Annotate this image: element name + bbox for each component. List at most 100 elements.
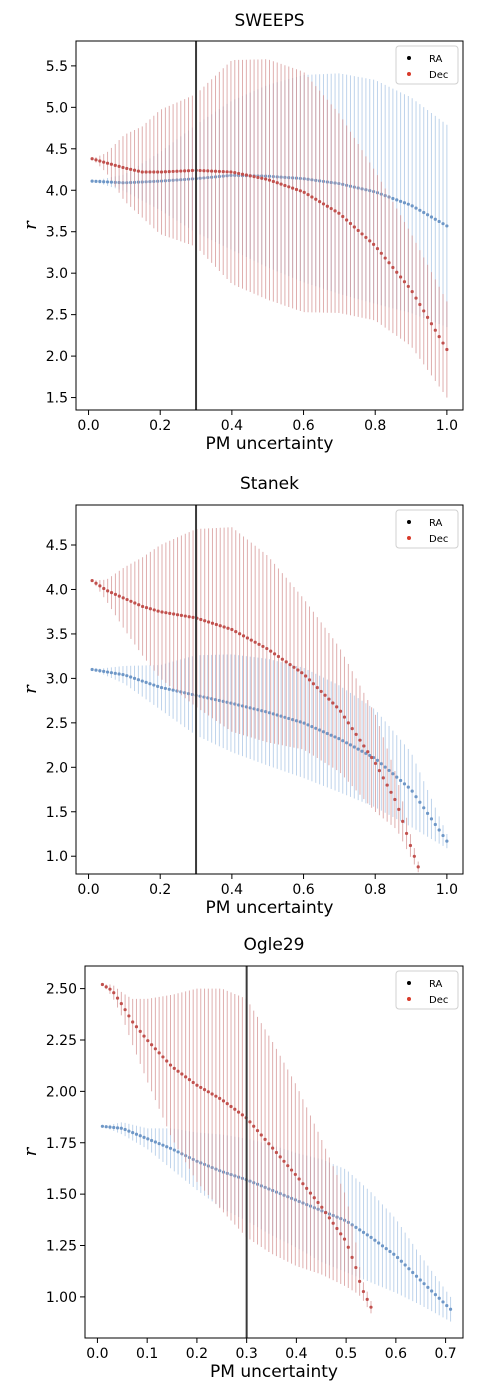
data-point <box>90 157 94 161</box>
data-point <box>148 682 152 686</box>
data-point <box>105 670 110 674</box>
data-point <box>146 1039 150 1043</box>
data-point <box>167 169 171 174</box>
data-point <box>306 723 310 727</box>
series-ra <box>90 654 449 849</box>
y-tick-label: 2.5 <box>46 716 68 732</box>
data-point <box>133 601 137 605</box>
data-point <box>233 1107 237 1111</box>
data-point <box>261 644 265 649</box>
data-point <box>422 210 426 215</box>
data-point <box>368 239 372 243</box>
data-point <box>289 1168 294 1172</box>
data-point <box>335 1226 339 1231</box>
data-point <box>377 769 381 773</box>
data-point <box>248 174 252 178</box>
data-point <box>425 213 430 217</box>
data-point <box>365 1233 369 1237</box>
data-point <box>252 1124 256 1128</box>
data-point <box>422 309 426 313</box>
data-point <box>422 1282 426 1286</box>
data-point <box>153 1047 157 1051</box>
data-point <box>168 1146 173 1150</box>
data-point <box>337 211 341 215</box>
data-point <box>90 578 94 583</box>
x-tick-label: 0.2 <box>149 882 171 898</box>
data-point <box>381 776 385 780</box>
y-tick-label: 1.00 <box>46 1290 77 1306</box>
data-point <box>406 202 410 206</box>
data-point <box>157 1051 161 1055</box>
data-point <box>331 701 335 705</box>
data-point <box>199 1085 203 1090</box>
y-axis-label: r <box>20 220 41 230</box>
data-point <box>348 743 353 747</box>
data-point <box>106 589 110 593</box>
data-point <box>168 1063 173 1067</box>
data-point <box>117 672 121 676</box>
data-point <box>175 613 180 617</box>
data-point <box>399 199 403 203</box>
data-point <box>315 685 319 690</box>
plot-frame <box>75 504 464 875</box>
data-point <box>365 1297 369 1301</box>
data-point <box>102 180 106 184</box>
data-point <box>350 1255 354 1259</box>
data-point <box>414 1274 419 1278</box>
data-point <box>98 179 102 184</box>
legend-marker-ra <box>407 981 411 985</box>
data-point <box>292 665 296 669</box>
data-point <box>341 739 345 743</box>
data-point <box>441 1300 445 1304</box>
data-point <box>152 608 156 612</box>
x-tick-label: 0.6 <box>292 418 314 434</box>
data-point <box>399 275 403 279</box>
data-point <box>369 1305 373 1309</box>
data-point <box>203 619 207 623</box>
data-point <box>187 615 191 619</box>
data-point <box>441 222 445 226</box>
data-point <box>175 169 179 173</box>
data-point <box>179 613 184 617</box>
data-point <box>121 596 125 600</box>
data-point <box>402 782 407 786</box>
data-point <box>105 161 110 165</box>
data-point <box>225 1102 229 1106</box>
data-point <box>152 683 156 687</box>
data-point <box>366 750 370 754</box>
x-tick-label: 0.2 <box>186 1346 208 1362</box>
markers <box>90 667 449 843</box>
data-point <box>218 624 222 628</box>
data-point <box>327 697 331 701</box>
x-axis-label: PM uncertainty <box>206 434 334 454</box>
series-dec <box>90 527 420 873</box>
data-point <box>221 170 225 174</box>
chart-panel-sweeps: SWEEPS 0.0 0.2 0.4 0.6 0.8 1.0 1.5 2.0 2.5 3.0 3.5 4… <box>20 11 464 454</box>
data-point <box>237 171 241 176</box>
markers <box>100 982 373 1309</box>
data-point <box>301 1182 305 1186</box>
data-point <box>402 280 407 284</box>
data-point <box>288 663 292 667</box>
data-point <box>102 669 106 674</box>
data-point <box>406 284 410 289</box>
data-point <box>373 1238 377 1242</box>
data-point <box>100 982 105 987</box>
data-point <box>172 612 176 616</box>
data-point <box>433 328 437 332</box>
data-point <box>241 634 246 638</box>
data-point <box>217 169 221 174</box>
data-point <box>291 186 295 190</box>
data-point <box>297 1177 301 1181</box>
data-point <box>375 758 380 762</box>
legend-marker-dec <box>407 72 411 76</box>
data-point <box>306 193 310 197</box>
data-point <box>191 1080 195 1085</box>
x-tick-label: 0.8 <box>364 418 386 434</box>
data-point <box>410 290 414 294</box>
x-tick-label: 0.4 <box>221 418 243 434</box>
data-point <box>125 597 129 602</box>
x-tick-label: 0.6 <box>292 882 314 898</box>
data-point <box>279 182 283 186</box>
